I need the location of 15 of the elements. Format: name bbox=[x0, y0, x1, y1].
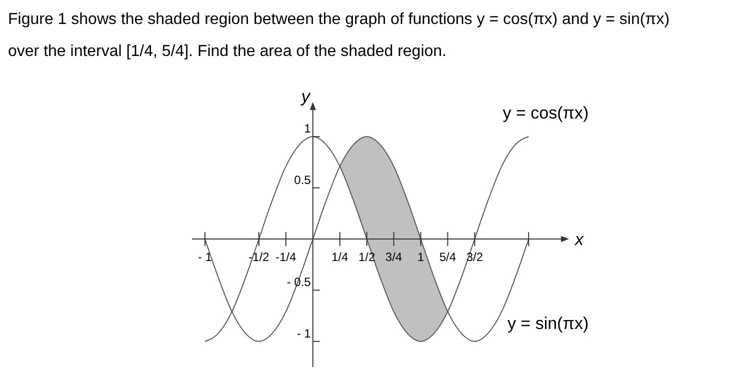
x-tick-label: 1 bbox=[417, 250, 424, 264]
series-label: y = cos(πx) bbox=[502, 104, 589, 123]
y-tick-label: - 1 bbox=[296, 326, 312, 340]
x-tick-label: 3/4 bbox=[385, 250, 402, 264]
chart-title: Figure 1 shows the shaded region between the graph of functions y = cos(πx) and y = sin(πx) bbox=[8, 11, 670, 28]
y-tick-label: 0.5 bbox=[294, 172, 312, 187]
x-axis-title: x bbox=[574, 230, 584, 250]
x-tick-label: 1/4 bbox=[331, 250, 348, 264]
x-tick-label: -1/4 bbox=[276, 250, 297, 264]
x-tick-label: 5/4 bbox=[439, 250, 456, 264]
series-label: y = sin(πx) bbox=[507, 314, 589, 333]
y-axis-title: y bbox=[300, 87, 312, 106]
x-tick-label: - 1 bbox=[198, 250, 212, 264]
y-tick-label: 1 bbox=[304, 122, 312, 136]
chart-subtitle: over the interval [1/4, 5/4]. Find the area of the shaded region. bbox=[8, 43, 446, 60]
